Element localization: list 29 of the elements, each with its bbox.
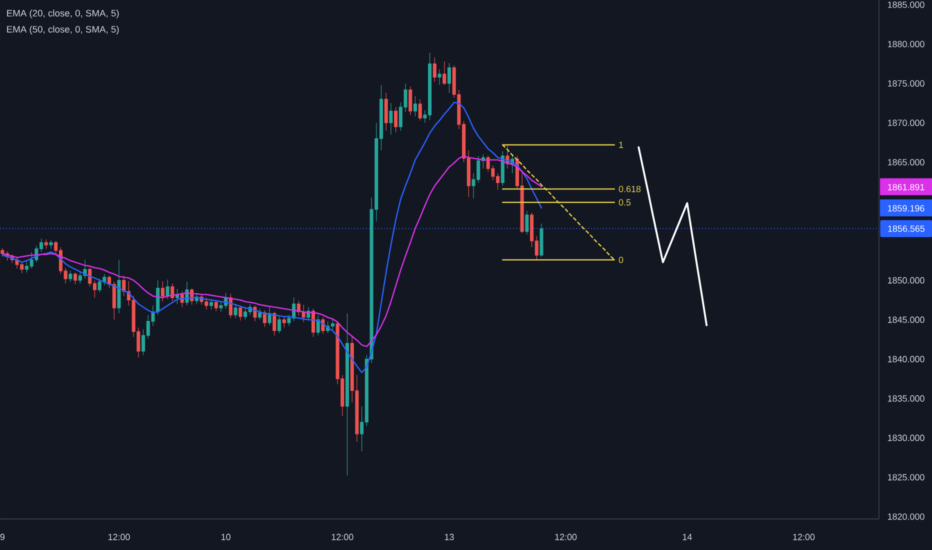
y-tick-label: 1840.000 bbox=[888, 356, 924, 362]
x-tick-label: 12:00 bbox=[332, 534, 354, 540]
annotation: EMA (20, close, 0, SMA, 5) bbox=[7, 10, 119, 18]
series-label: 1 bbox=[619, 142, 624, 148]
y-tick-label: 1825.000 bbox=[888, 474, 924, 480]
annotation: EMA (50, close, 0, SMA, 5) bbox=[7, 26, 119, 34]
y-tick-label: 1845.000 bbox=[888, 316, 924, 323]
y-tick-label: 1861.891 bbox=[888, 184, 924, 190]
y-tick-label: 1875.000 bbox=[888, 80, 924, 87]
series-label: 0.618 bbox=[618, 186, 641, 192]
x-tick-label: 12:00 bbox=[793, 534, 815, 540]
x-tick-label: 12:00 bbox=[555, 534, 577, 540]
ref-line-label: 1856.565 bbox=[888, 225, 925, 232]
y-tick-label: 1870.000 bbox=[888, 120, 924, 126]
x-tick-label: 14 bbox=[682, 534, 692, 540]
y-tick-label: 1850.000 bbox=[888, 277, 924, 284]
y-tick-label: 1880.000 bbox=[888, 40, 924, 48]
series-label: 0.5 bbox=[618, 199, 631, 206]
x-tick-label: 12:00 bbox=[108, 534, 130, 540]
y-tick-label: 1865.000 bbox=[888, 159, 924, 166]
y-tick-label: 1859.196 bbox=[888, 205, 924, 212]
x-tick-label: 9 bbox=[0, 534, 5, 540]
y-tick-label: 1830.000 bbox=[888, 434, 924, 442]
y-tick-label: 1820.000 bbox=[888, 513, 924, 520]
y-tick-label: 1885.000 bbox=[888, 2, 924, 8]
x-tick-label: 10 bbox=[222, 534, 230, 540]
x-tick-label: 13 bbox=[444, 534, 454, 540]
y-tick-label: 1835.000 bbox=[888, 395, 924, 402]
series-label: 0 bbox=[618, 256, 624, 264]
